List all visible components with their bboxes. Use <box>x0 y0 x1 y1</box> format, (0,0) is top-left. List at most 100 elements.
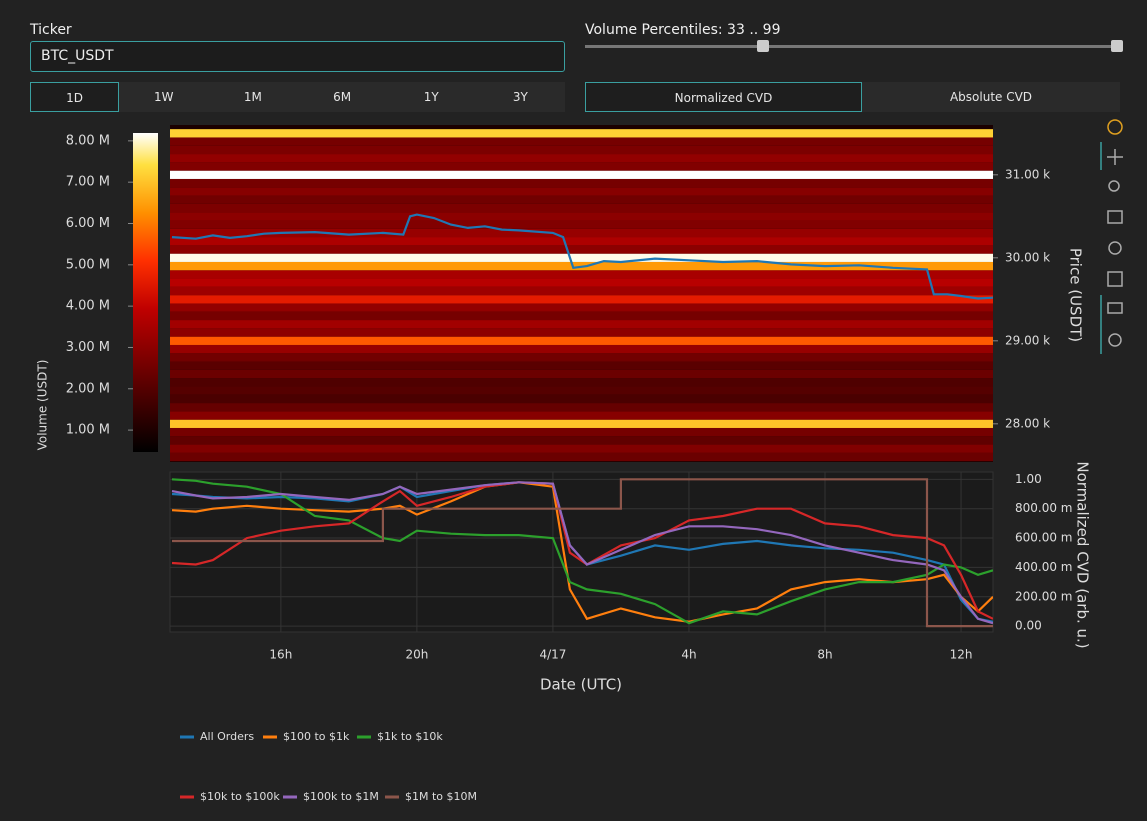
x-tick-label: 20h <box>405 648 428 662</box>
save-icon[interactable] <box>1107 271 1123 287</box>
price-line <box>171 213 993 300</box>
colorbar-tick-label: 2.00 M <box>66 381 110 396</box>
hover-icon[interactable] <box>1107 302 1123 314</box>
period-bar <box>30 82 565 112</box>
period-button[interactable]: 1D <box>30 82 120 112</box>
colorbar-tick-label: 8.00 M <box>66 133 110 148</box>
select-icon[interactable] <box>1107 210 1123 224</box>
slider-handle[interactable] <box>1111 40 1123 52</box>
heat-cell <box>170 419 993 428</box>
colorbar-tick-label: 7.00 M <box>66 175 110 190</box>
heat-cell <box>170 245 993 254</box>
heat-cell <box>170 403 993 412</box>
period-button[interactable]: 1W <box>153 90 174 104</box>
mode-button[interactable]: Normalized CVD <box>585 82 862 112</box>
pan-icon[interactable] <box>1107 149 1123 165</box>
slider-track <box>585 45 1120 48</box>
heat-cell <box>170 278 993 287</box>
heat-cell <box>170 411 993 420</box>
percentiles-label: Volume Percentiles: 33 .. 99 <box>585 22 781 38</box>
legend-label: $100 to $1k <box>283 730 350 743</box>
heat-cell <box>170 170 993 179</box>
cvd-line <box>171 481 993 625</box>
period-button[interactable]: 6M <box>333 90 352 104</box>
mode-button[interactable]: Absolute CVD <box>949 90 1033 104</box>
reset-icon[interactable] <box>1108 241 1122 255</box>
period-button[interactable]: 1M <box>243 90 262 104</box>
ticker-input[interactable]: BTC_USDT <box>30 41 565 72</box>
legend-label: $1M to $10M <box>405 790 477 803</box>
cvd-layer <box>171 478 993 628</box>
heatmap-layer <box>170 129 993 462</box>
heat-cell <box>170 154 993 163</box>
y-tick-label: 29.00 k <box>1005 333 1050 347</box>
heat-cell <box>170 444 993 453</box>
heat-cell <box>170 203 993 213</box>
heat-cell <box>170 162 993 171</box>
heat-cell <box>170 220 993 229</box>
heat-cell <box>170 237 993 246</box>
ticker-label: Ticker <box>30 22 72 38</box>
y-axis-title: Price (USDT) <box>1067 248 1085 342</box>
y-tick-label: 0.00 <box>1015 619 1042 633</box>
heat-cell <box>170 386 993 395</box>
legend-label: $10k to $100k <box>200 790 280 803</box>
heat-cell <box>170 253 993 262</box>
cvd-line <box>171 481 993 620</box>
heat-cell <box>170 328 993 337</box>
heat-cell <box>170 212 993 221</box>
y-tick-label: 200.00 m <box>1015 589 1073 603</box>
heat-cell <box>170 353 993 362</box>
x-tick-label: 12h <box>950 648 973 662</box>
crosshair-icon[interactable] <box>1108 333 1122 347</box>
heat-cell <box>170 378 993 387</box>
heat-cell <box>170 452 993 462</box>
colorbar-tick-label: 3.00 M <box>66 340 110 355</box>
heat-cell <box>170 145 993 155</box>
y-axis-title: Normalized CVD (arb. u.) <box>1074 461 1092 648</box>
heat-cell <box>170 320 993 329</box>
heat-cell <box>170 270 993 279</box>
heat-cell <box>170 295 993 304</box>
legend-label: $100k to $1M <box>303 790 379 803</box>
colorbar-tick-label: 6.00 M <box>66 216 110 231</box>
colorbar-title: Volume (USDT) <box>36 360 50 451</box>
y-tick-label: 28.00 k <box>1005 416 1050 430</box>
y-tick-label: 600.00 m <box>1015 531 1073 545</box>
heat-cell <box>170 427 993 437</box>
zoom-icon[interactable] <box>1108 180 1120 192</box>
heat-cell <box>170 228 993 238</box>
x-tick-label: 8h <box>817 648 832 662</box>
slider-handle[interactable] <box>757 40 769 52</box>
heat-cell <box>170 344 993 354</box>
heat-cell <box>170 129 993 138</box>
colorbar-tick-label: 1.00 M <box>66 423 110 438</box>
logo[interactable] <box>1107 119 1123 135</box>
x-tick-label: 4/17 <box>539 648 566 662</box>
cvd-line <box>172 478 993 628</box>
x-axis-title: Date (UTC) <box>540 676 622 694</box>
legend-label: All Orders <box>200 730 254 743</box>
period-button[interactable]: 1Y <box>423 90 439 104</box>
heat-cell <box>170 336 993 345</box>
x-tick-label: 16h <box>269 648 292 662</box>
toolbar <box>1100 119 1123 354</box>
cvd-line <box>171 478 993 625</box>
y-tick-label: 31.00 k <box>1005 167 1050 181</box>
heat-cell <box>170 303 993 312</box>
colorbar <box>133 133 158 452</box>
heat-cell <box>170 195 993 204</box>
heat-cell <box>170 394 993 404</box>
heat-cell <box>170 361 993 370</box>
period-button[interactable]: 3Y <box>512 90 528 104</box>
colorbar-tick-label: 5.00 M <box>66 257 110 272</box>
heat-cell <box>170 311 993 321</box>
legend-label: $1k to $10k <box>377 730 443 743</box>
y-tick-label: 800.00 m <box>1015 501 1073 515</box>
heat-cell <box>170 137 993 146</box>
heat-cell <box>170 178 993 188</box>
x-tick-label: 4h <box>681 648 696 662</box>
y-tick-label: 400.00 m <box>1015 560 1073 574</box>
